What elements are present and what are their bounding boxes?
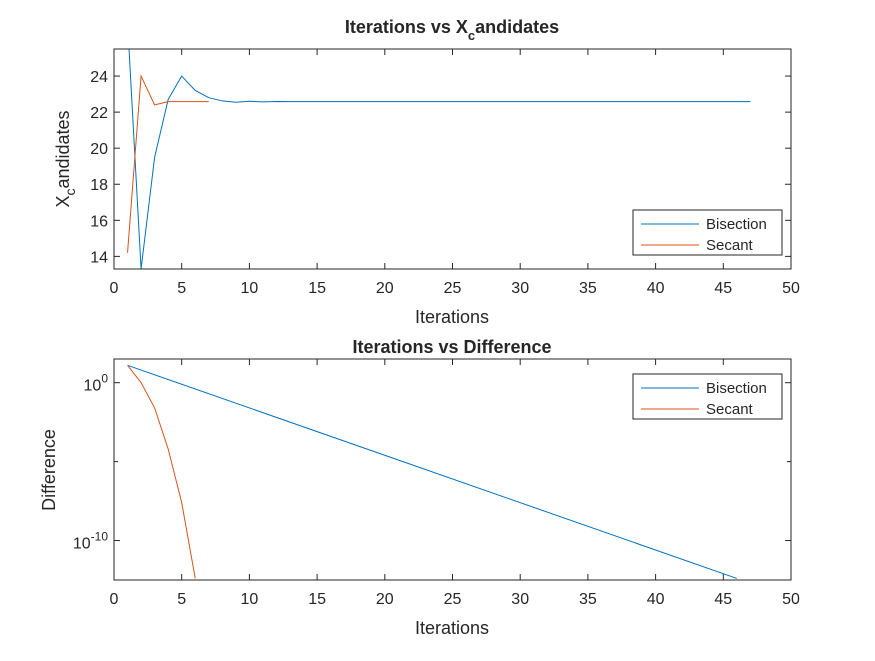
bottom-y-axis-label: Difference bbox=[39, 429, 59, 511]
bottom-x-tick-label: 15 bbox=[308, 591, 326, 608]
top-y-tick-label: 14 bbox=[90, 249, 108, 266]
bottom-x-tick-label: 5 bbox=[177, 591, 186, 608]
top-y-tick-label: 24 bbox=[90, 69, 108, 86]
top-series-group bbox=[127, 49, 751, 269]
bottom-x-tick-label: 40 bbox=[647, 591, 665, 608]
top-x-tick-label: 35 bbox=[579, 280, 597, 297]
bottom-legend: Bisection Secant bbox=[632, 373, 783, 420]
bottom-x-axis-label: Iterations bbox=[415, 618, 489, 638]
top-y-ticks: 14 16 18 20 22 24 bbox=[90, 69, 791, 266]
top-series-line-secant bbox=[127, 74, 209, 253]
bottom-series-line-secant bbox=[127, 365, 196, 579]
bottom-y-tick-label: 10-10 bbox=[73, 530, 108, 553]
top-x-axis-label: Iterations bbox=[415, 307, 489, 327]
top-series-line-bisection bbox=[128, 49, 751, 269]
bottom-y-tick-label: 100 bbox=[84, 372, 109, 395]
bottom-legend-label-secant: Secant bbox=[706, 401, 754, 418]
bottom-axes: Iterations vs Difference 0 5 10 15 20 25 30 35 4… bbox=[39, 337, 800, 638]
bottom-x-tick-label: 50 bbox=[782, 591, 800, 608]
top-chart-title: Iterations vs Xcandidates bbox=[345, 17, 559, 43]
top-x-tick-label: 50 bbox=[782, 280, 800, 297]
bottom-series-line-bisection bbox=[127, 364, 738, 579]
top-x-tick-label: 45 bbox=[714, 280, 732, 297]
top-legend-label-secant: Secant bbox=[706, 237, 754, 254]
bottom-x-tick-label: 45 bbox=[714, 591, 732, 608]
top-y-tick-label: 18 bbox=[90, 177, 108, 194]
bottom-axes-box bbox=[113, 358, 792, 581]
top-x-tick-label: 15 bbox=[308, 280, 326, 297]
bottom-x-tick-label: 35 bbox=[579, 591, 597, 608]
bottom-legend-label-bisection: Bisection bbox=[706, 380, 767, 397]
bottom-x-tick-label: 30 bbox=[511, 591, 529, 608]
top-x-tick-label: 10 bbox=[241, 280, 259, 297]
top-x-tick-label: 40 bbox=[647, 280, 665, 297]
bottom-y-ticks: 100 10-10 bbox=[73, 372, 791, 553]
top-x-tick-label: 25 bbox=[444, 280, 462, 297]
bottom-x-tick-label: 0 bbox=[110, 591, 119, 608]
top-y-axis-label: Xcandidates bbox=[53, 110, 78, 207]
top-x-tick-label: 30 bbox=[511, 280, 529, 297]
top-legend-box bbox=[632, 209, 783, 256]
top-axes-box bbox=[113, 48, 792, 270]
bottom-legend-box bbox=[632, 373, 783, 420]
bottom-x-ticks: 0 5 10 15 20 25 30 35 40 45 50 bbox=[110, 359, 800, 608]
top-legend-label-bisection: Bisection bbox=[706, 216, 767, 233]
bottom-x-tick-label: 10 bbox=[241, 591, 259, 608]
bottom-x-tick-label: 20 bbox=[376, 591, 394, 608]
bottom-chart-title: Iterations vs Difference bbox=[352, 337, 551, 357]
top-legend: Bisection Secant bbox=[632, 209, 783, 256]
bottom-series-group bbox=[127, 364, 738, 579]
top-x-tick-label: 5 bbox=[177, 280, 186, 297]
top-y-tick-label: 22 bbox=[90, 105, 108, 122]
top-x-ticks: 0 5 10 15 20 25 30 35 40 45 50 bbox=[110, 49, 800, 297]
top-axes: Iterations vs Xcandidates 0 5 10 15 20 25 30 35… bbox=[53, 17, 800, 327]
bottom-x-tick-label: 25 bbox=[444, 591, 462, 608]
top-x-tick-label: 0 bbox=[110, 280, 119, 297]
top-y-tick-label: 20 bbox=[90, 141, 108, 158]
top-x-tick-label: 20 bbox=[376, 280, 394, 297]
top-y-tick-label: 16 bbox=[90, 213, 108, 230]
